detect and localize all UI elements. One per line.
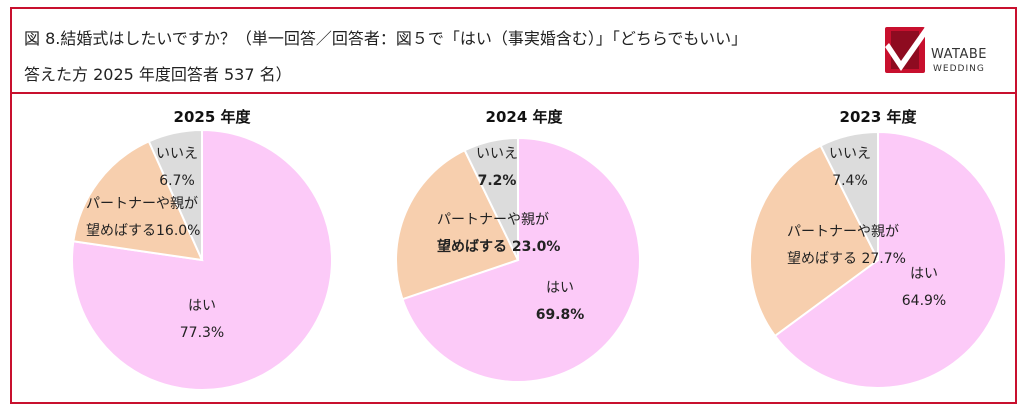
pie-2025-slice-no-label-2: 6.7% <box>159 173 195 189</box>
pie-2023-slice-yes-label-2: 64.9% <box>902 293 946 309</box>
figure-header: 図 8.結婚式はしたいですか？（単一回答／回答者：図５で「はい（事実婚含む）」「… <box>12 9 1015 94</box>
pie-2023-slice-yes <box>773 130 1007 389</box>
pie-2024-slice-yes <box>401 136 641 383</box>
figure-title-line-2: 答えた方 2025 年度回答者 537 名） <box>24 65 292 84</box>
pie-2025-slice-yes <box>71 128 333 391</box>
chart-title-2024: 2024 年度 <box>485 108 563 126</box>
pie-2024-slice-no <box>463 136 519 261</box>
pie-2025-slice-partner <box>72 140 204 262</box>
pie-2023-slice-partner <box>749 144 880 338</box>
pie-2023-slice-no-label-2: 7.4% <box>832 173 868 189</box>
pie-2024-slice-yes-label-1: はい <box>546 280 574 296</box>
pie-2025-slice-partner-label-1: パートナーや親が <box>86 196 198 212</box>
pie-2025-slice-partner-label-2: 望めばする16.0% <box>86 223 200 239</box>
pie-charts-svg: はい77.3%パートナーや親が望めばする16.0%いいえ6.7%はい69.8%パ… <box>71 128 1007 391</box>
pie-2024-slice-partner-label-2: 望めばする 23.0% <box>437 238 560 255</box>
chart-title-2023: 2023 年度 <box>839 108 917 126</box>
figure-frame: 図 8.結婚式はしたいですか？（単一回答／回答者：図５で「はい（事実婚含む）」「… <box>10 7 1017 404</box>
pie-2025-slice-yes-label-1: はい <box>188 298 216 314</box>
pie-2025-slice-yes-label-2: 77.3% <box>180 325 224 341</box>
pie-2025-slice-no <box>147 128 203 261</box>
charts-area: はい 77.3% パートナーや親が 望めばする16.0% いいえ 6.7% はい 69.8% パ… <box>12 94 1015 402</box>
pie-2025-slice-no-label-1: いいえ <box>156 146 198 162</box>
pie-2024-slice-no-label-2: 7.2% <box>478 173 517 189</box>
pie-2024-slice-partner-label-1: パートナーや親が <box>437 212 549 228</box>
chart-title-2025: 2025 年度 <box>173 108 251 126</box>
figure-title-line-1: 図 8.結婚式はしたいですか？（単一回答／回答者：図５で「はい（事実婚含む）」「… <box>24 29 748 48</box>
pie-2023-slice-no <box>819 130 879 261</box>
pie-2024-slice-no-label-1: いいえ <box>476 146 518 162</box>
logo-brand-subtext: WEDDING <box>933 64 985 74</box>
pie-2024-slice-partner <box>395 148 520 301</box>
pie-2023-slice-partner-label-1: パートナーや親が <box>787 224 899 240</box>
logo-mark-icon <box>885 27 929 73</box>
watabe-wedding-logo: WATABE WEDDING <box>879 21 1001 83</box>
pie-2024-slice-yes-label-2: 69.8% <box>536 307 585 323</box>
pie-2023-slice-no-label-1: いいえ <box>829 146 871 162</box>
pie-2023-slice-partner-label-2: 望めばする 27.7% <box>787 251 906 267</box>
logo-brand-text: WATABE <box>931 47 987 62</box>
pie-2023-slice-yes-label-1: はい <box>910 266 938 282</box>
